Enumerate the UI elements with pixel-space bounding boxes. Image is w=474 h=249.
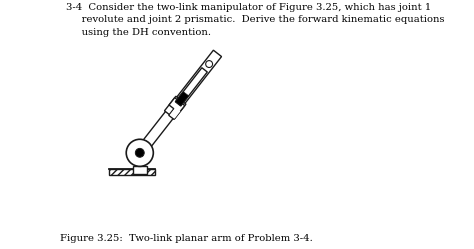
Polygon shape [142,105,179,148]
Polygon shape [175,92,189,106]
Polygon shape [175,68,207,106]
Bar [133,166,146,174]
Polygon shape [168,50,221,115]
Polygon shape [164,96,186,119]
Polygon shape [169,98,185,120]
Circle shape [206,61,212,67]
Polygon shape [109,169,155,175]
Text: 3-4  Consider the two-link manipulator of Figure 3.25, which has joint 1
     re: 3-4 Consider the two-link manipulator of… [66,3,445,37]
Circle shape [136,148,144,157]
Text: Figure 3.25:  Two-link planar arm of Problem 3-4.: Figure 3.25: Two-link planar arm of Prob… [60,234,313,243]
Polygon shape [170,108,180,119]
Circle shape [126,139,153,166]
